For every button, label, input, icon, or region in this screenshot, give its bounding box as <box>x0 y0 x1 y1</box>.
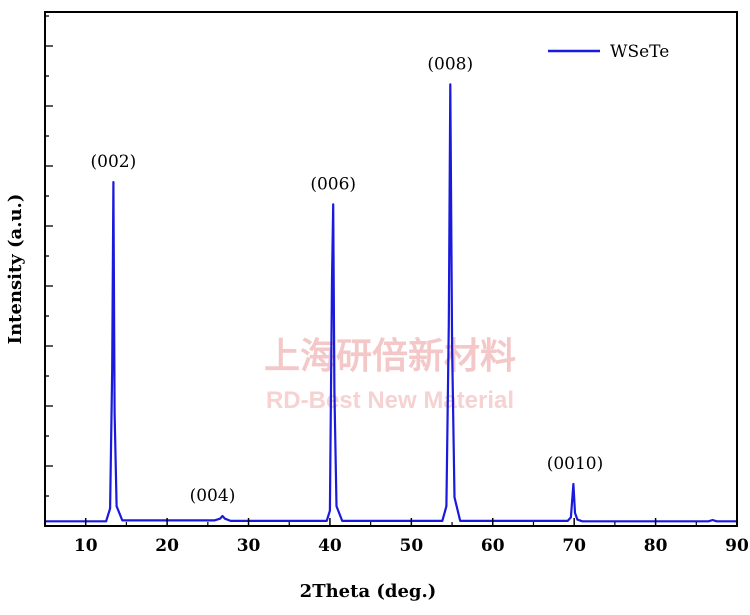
plot-layer <box>45 83 737 523</box>
peak-label-0: (002) <box>91 152 137 172</box>
x-tick-label-10: 10 <box>74 536 98 556</box>
x-tick-label-70: 70 <box>562 536 586 556</box>
peak-label-4: (0010) <box>547 454 604 474</box>
watermark-chinese: 上海研倍新材料 <box>264 336 516 377</box>
x-axis-title: 2Theta (deg.) <box>300 581 437 602</box>
watermark: 上海研倍新材料 RD-Best New Material <box>264 336 516 414</box>
peak-label-1: (004) <box>190 486 236 506</box>
x-tick-label-60: 60 <box>481 536 505 556</box>
y-axis-title: Intensity (a.u.) <box>5 194 26 345</box>
x-tick-label-50: 50 <box>400 536 424 556</box>
y-axis-ticks <box>45 15 53 527</box>
x-axis-ticks: 10 20 30 40 50 60 70 80 90 <box>44 518 749 556</box>
legend: WSeTe <box>548 42 669 62</box>
x-tick-label-20: 20 <box>155 536 179 556</box>
plot-frame <box>44 11 738 527</box>
x-tick-label-80: 80 <box>644 536 668 556</box>
x-tick-label-40: 40 <box>318 536 342 556</box>
legend-label: WSeTe <box>610 42 669 62</box>
peak-annotations: (002) (004) (006) (008) (0010) <box>91 54 604 506</box>
peak-label-2: (006) <box>310 174 356 194</box>
x-tick-label-90: 90 <box>725 536 749 556</box>
peak-label-3: (008) <box>427 54 473 74</box>
watermark-english: RD-Best New Material <box>266 387 514 414</box>
series-line-0 <box>45 83 737 523</box>
x-tick-label-30: 30 <box>237 536 261 556</box>
